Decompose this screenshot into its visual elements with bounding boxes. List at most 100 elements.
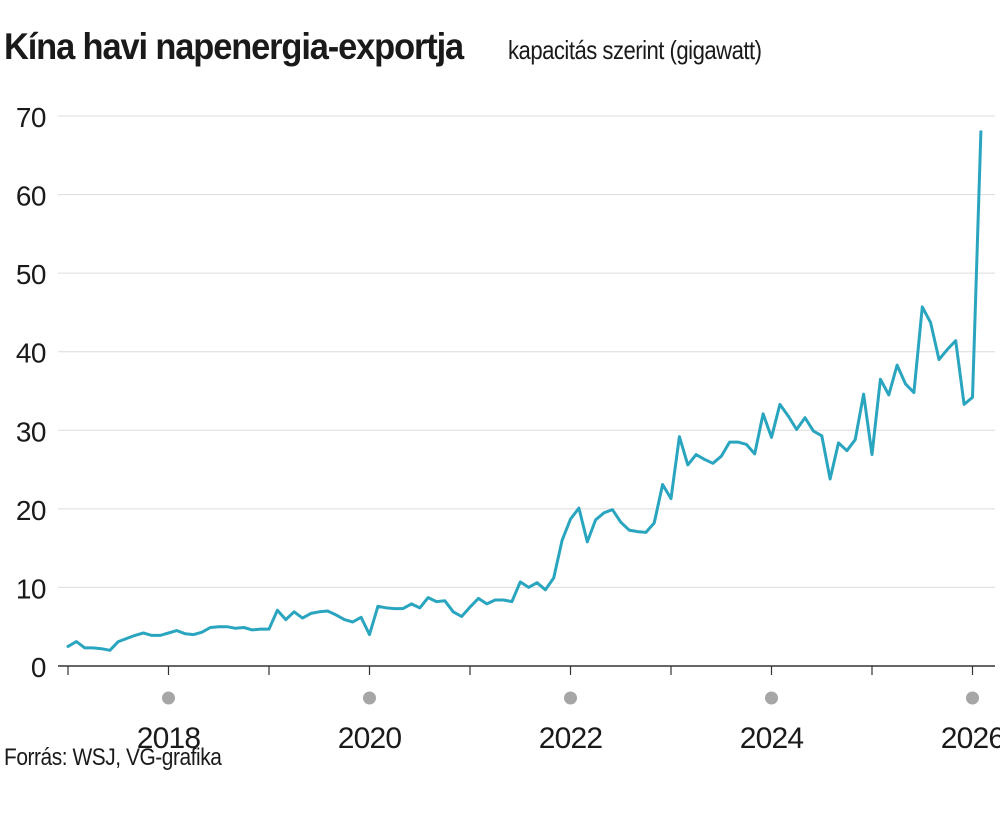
data-point: [544, 588, 547, 591]
data-point: [108, 649, 111, 652]
x-tick-label: 2020: [338, 722, 402, 755]
data-point: [661, 483, 664, 486]
data-point: [644, 531, 647, 534]
year-marker-dot: [162, 691, 175, 705]
data-point: [125, 637, 128, 640]
data-point: [611, 508, 614, 511]
data-point: [603, 511, 606, 514]
y-tick-label: 50: [16, 259, 46, 290]
data-point: [728, 441, 731, 444]
y-tick-label: 40: [16, 338, 46, 369]
data-point: [175, 629, 178, 632]
data-point: [477, 597, 480, 600]
data-point: [929, 321, 932, 324]
data-point: [586, 540, 589, 543]
data-point: [410, 602, 413, 605]
series-line: [66, 130, 983, 652]
data-point: [134, 634, 137, 637]
data-point: [502, 599, 505, 602]
data-point: [686, 463, 689, 466]
data-point: [619, 521, 622, 524]
x-axis: [58, 665, 995, 675]
y-tick-label: 70: [16, 102, 46, 133]
y-tick-label: 10: [16, 573, 46, 604]
data-point: [636, 530, 639, 533]
data-point: [871, 453, 874, 456]
data-point: [879, 378, 882, 381]
data-point: [293, 610, 296, 613]
data-point: [720, 455, 723, 458]
data-point: [594, 518, 597, 521]
data-point: [443, 599, 446, 602]
y-tick-label: 30: [16, 416, 46, 447]
data-point: [695, 453, 698, 456]
data-point: [946, 348, 949, 351]
data-point: [201, 631, 204, 634]
data-point: [703, 458, 706, 461]
data-point: [360, 616, 363, 619]
data-point: [628, 529, 631, 532]
source-note: Forrás: WSJ, VG-grafika: [4, 744, 222, 771]
data-point: [804, 416, 807, 419]
data-point: [519, 580, 522, 583]
data-point: [326, 610, 329, 613]
data-point: [209, 626, 212, 629]
data-point: [284, 618, 287, 621]
data-point: [142, 632, 145, 635]
data-point: [954, 339, 957, 342]
data-point: [167, 632, 170, 635]
data-point: [368, 633, 371, 636]
data-point: [192, 633, 195, 636]
data-point: [745, 443, 748, 446]
data-point: [309, 612, 312, 615]
data-point: [335, 613, 338, 616]
data-point: [226, 625, 229, 628]
data-point: [561, 539, 564, 542]
data-point: [711, 462, 714, 465]
y-tick-label: 60: [16, 181, 46, 212]
data-point: [753, 452, 756, 455]
data-point: [737, 441, 740, 444]
data-point: [234, 627, 237, 630]
series-layer: [66, 130, 983, 652]
data-point: [963, 403, 966, 406]
data-point: [100, 647, 103, 650]
data-point: [887, 393, 890, 396]
year-marker-dot: [966, 691, 979, 705]
data-point: [452, 610, 455, 613]
data-point: [376, 605, 379, 608]
year-marker-dot: [765, 691, 778, 705]
year-marker-dot: [363, 691, 376, 705]
data-point: [845, 449, 848, 452]
data-point: [276, 609, 279, 612]
data-point: [460, 615, 463, 618]
data-point: [820, 434, 823, 437]
data-point: [762, 412, 765, 415]
data-point: [427, 596, 430, 599]
data-point: [92, 646, 95, 649]
data-point: [67, 645, 70, 648]
y-tick-label: 0: [31, 652, 46, 683]
chart-header: Kína havi napenergia-exportja kapacitás …: [4, 26, 806, 68]
data-point: [435, 600, 438, 603]
x-tick-label: 2022: [539, 722, 603, 755]
y-tick-label: 20: [16, 495, 46, 526]
data-point: [670, 497, 673, 500]
data-point: [971, 396, 974, 399]
data-point: [552, 577, 555, 580]
data-point: [242, 626, 245, 629]
data-point: [896, 364, 899, 367]
data-point: [527, 586, 530, 589]
data-point: [485, 602, 488, 605]
data-point: [862, 393, 865, 396]
data-point: [795, 428, 798, 431]
x-tick-label: 2026: [941, 722, 1000, 755]
data-point: [217, 625, 220, 628]
data-point: [117, 640, 120, 643]
gridlines: [58, 115, 995, 588]
data-point: [510, 600, 513, 603]
data-point: [494, 599, 497, 602]
year-marker-dot: [564, 691, 577, 705]
data-point: [184, 632, 187, 635]
